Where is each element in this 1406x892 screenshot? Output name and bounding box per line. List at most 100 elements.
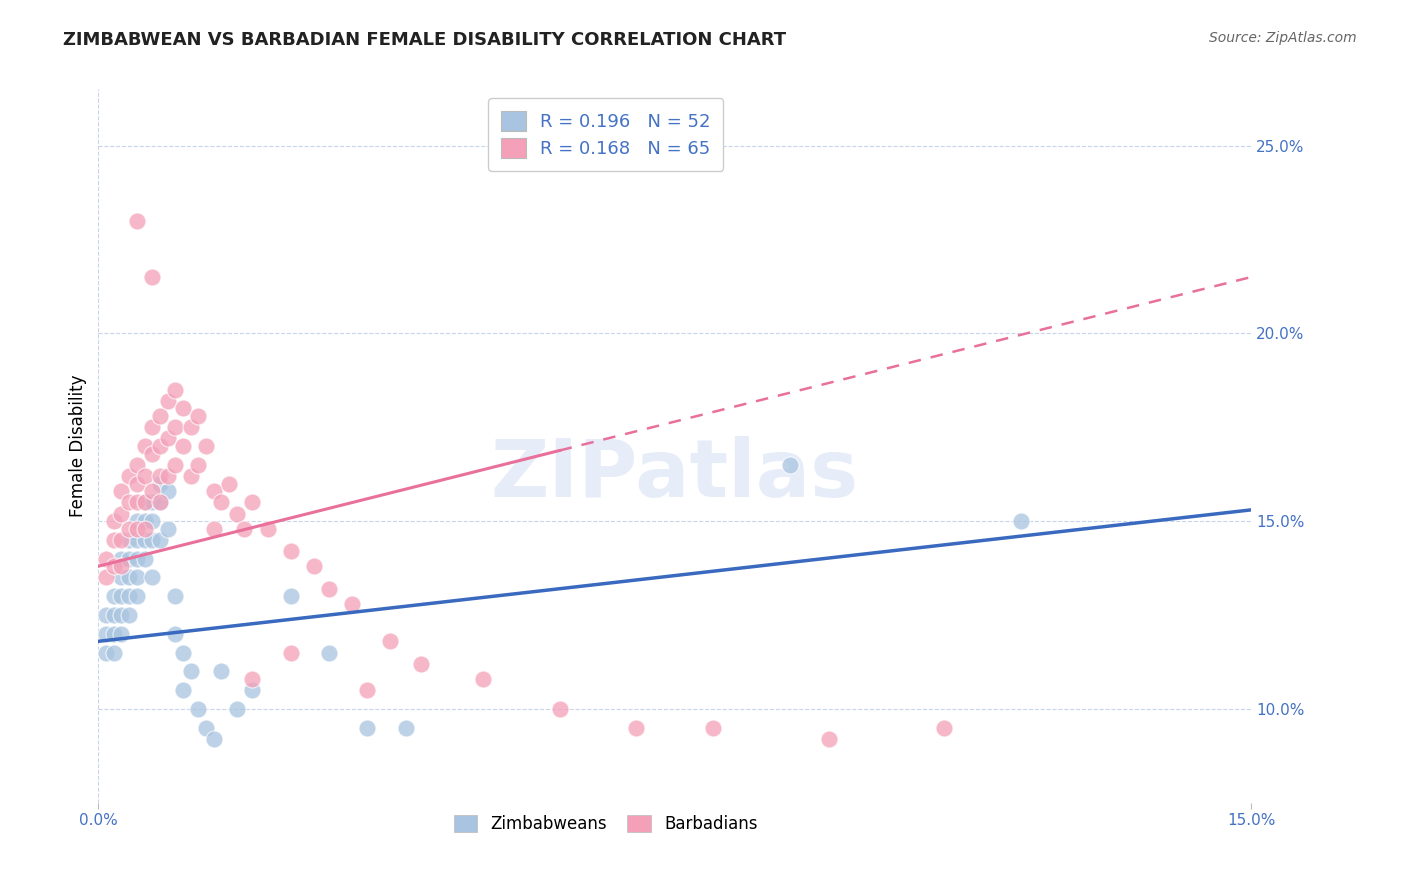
- Point: [411, 657, 433, 671]
- Point: [125, 570, 148, 584]
- Legend: Zimbabweans, Barbadians: Zimbabweans, Barbadians: [443, 803, 769, 845]
- Point: [110, 507, 132, 521]
- Point: [110, 559, 132, 574]
- Point: [149, 533, 172, 547]
- Point: [172, 646, 194, 660]
- Text: Source: ZipAtlas.com: Source: ZipAtlas.com: [1209, 31, 1357, 45]
- Point: [180, 469, 202, 483]
- Point: [125, 533, 148, 547]
- Point: [134, 514, 156, 528]
- Point: [141, 270, 163, 285]
- Point: [103, 559, 125, 574]
- Point: [103, 627, 125, 641]
- Point: [141, 420, 163, 434]
- Point: [125, 458, 148, 472]
- Point: [118, 570, 141, 584]
- Point: [141, 484, 163, 499]
- Point: [702, 721, 724, 735]
- Point: [134, 495, 156, 509]
- Point: [125, 213, 148, 227]
- Point: [134, 522, 156, 536]
- Point: [141, 570, 163, 584]
- Point: [165, 383, 187, 397]
- Point: [134, 469, 156, 483]
- Point: [149, 495, 172, 509]
- Point: [134, 439, 156, 453]
- Point: [149, 439, 172, 453]
- Point: [165, 627, 187, 641]
- Point: [280, 589, 302, 603]
- Point: [156, 432, 179, 446]
- Point: [256, 522, 278, 536]
- Point: [356, 683, 378, 698]
- Point: [118, 469, 141, 483]
- Point: [302, 559, 325, 574]
- Point: [103, 589, 125, 603]
- Point: [187, 409, 209, 423]
- Point: [156, 522, 179, 536]
- Point: [125, 551, 148, 566]
- Point: [779, 458, 801, 472]
- Point: [94, 607, 117, 622]
- Point: [149, 476, 172, 491]
- Point: [110, 607, 132, 622]
- Point: [225, 507, 247, 521]
- Point: [110, 484, 132, 499]
- Point: [240, 495, 263, 509]
- Point: [187, 702, 209, 716]
- Point: [125, 476, 148, 491]
- Point: [471, 672, 494, 686]
- Point: [94, 646, 117, 660]
- Point: [125, 589, 148, 603]
- Point: [233, 522, 256, 536]
- Point: [110, 533, 132, 547]
- Point: [280, 646, 302, 660]
- Point: [125, 522, 148, 536]
- Point: [103, 607, 125, 622]
- Point: [141, 514, 163, 528]
- Point: [125, 495, 148, 509]
- Point: [134, 495, 156, 509]
- Point: [118, 533, 141, 547]
- Point: [156, 469, 179, 483]
- Point: [180, 665, 202, 679]
- Point: [218, 476, 240, 491]
- Point: [165, 420, 187, 434]
- Point: [209, 665, 232, 679]
- Point: [172, 439, 194, 453]
- Point: [165, 589, 187, 603]
- Point: [141, 495, 163, 509]
- Point: [356, 721, 378, 735]
- Point: [141, 446, 163, 460]
- Point: [202, 484, 225, 499]
- Point: [209, 495, 232, 509]
- Point: [340, 597, 363, 611]
- Point: [225, 702, 247, 716]
- Point: [156, 484, 179, 499]
- Point: [94, 570, 117, 584]
- Point: [626, 721, 648, 735]
- Point: [110, 570, 132, 584]
- Point: [195, 721, 218, 735]
- Point: [149, 469, 172, 483]
- Point: [141, 533, 163, 547]
- Point: [125, 514, 148, 528]
- Point: [165, 458, 187, 472]
- Point: [134, 533, 156, 547]
- Point: [103, 514, 125, 528]
- Point: [103, 646, 125, 660]
- Point: [187, 458, 209, 472]
- Point: [110, 627, 132, 641]
- Point: [118, 589, 141, 603]
- Point: [118, 607, 141, 622]
- Point: [118, 551, 141, 566]
- Point: [240, 683, 263, 698]
- Point: [380, 634, 402, 648]
- Point: [395, 721, 418, 735]
- Point: [548, 702, 571, 716]
- Point: [110, 551, 132, 566]
- Y-axis label: Female Disability: Female Disability: [69, 375, 87, 517]
- Point: [318, 582, 340, 596]
- Text: ZIMBABWEAN VS BARBADIAN FEMALE DISABILITY CORRELATION CHART: ZIMBABWEAN VS BARBADIAN FEMALE DISABILIT…: [63, 31, 786, 49]
- Point: [94, 551, 117, 566]
